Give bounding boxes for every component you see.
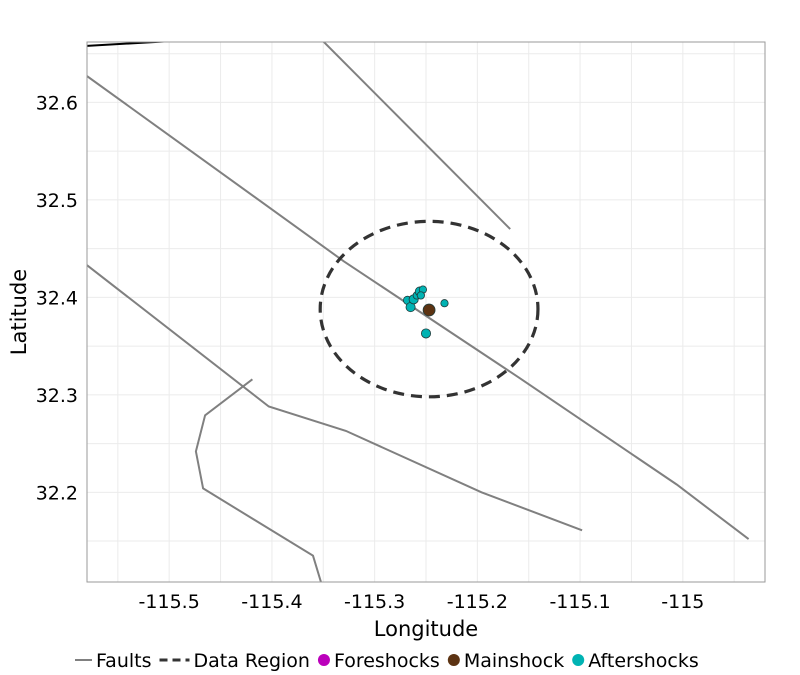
mainshock-point xyxy=(422,303,436,317)
fault-line xyxy=(87,42,173,47)
aftershock-point xyxy=(416,291,425,300)
fault-line xyxy=(87,75,750,540)
x-tick-label: -115.5 xyxy=(139,591,200,613)
x-tick-label: -115.2 xyxy=(447,591,508,613)
x-axis-title: Longitude xyxy=(374,617,478,641)
x-tick-label: -115.4 xyxy=(241,591,302,613)
legend-item: Faults xyxy=(75,650,152,672)
faults-layer xyxy=(87,42,750,582)
y-axis-title: Latitude xyxy=(7,269,31,355)
legend-key-point xyxy=(572,654,585,666)
legend: Faults Data Region Foreshocks Mainshock Afte… xyxy=(75,650,699,672)
legend-item: Mainshock xyxy=(447,650,564,672)
aftershock-point xyxy=(420,328,431,339)
aftershock-point xyxy=(440,299,449,308)
y-tick-label: 32.3 xyxy=(36,385,78,407)
legend-item: Foreshocks xyxy=(317,650,440,672)
y-tick-label: 32.4 xyxy=(36,287,78,309)
x-tick-label: -115 xyxy=(661,591,704,613)
plot-border xyxy=(86,41,766,583)
legend-item: Aftershocks xyxy=(572,650,699,672)
fault-line xyxy=(87,264,583,532)
y-tick-label: 32.6 xyxy=(36,92,78,114)
legend-item: Data Region xyxy=(159,650,310,672)
y-tick-label: 32.2 xyxy=(36,482,78,504)
data-region-layer xyxy=(318,219,540,399)
points-layer xyxy=(402,285,449,339)
y-tick-label: 32.5 xyxy=(36,190,78,212)
legend-label: Faults xyxy=(96,650,152,672)
y-tick-labels: 32.2 32.3 32.4 32.5 32.6 xyxy=(36,92,78,504)
x-tick-label: -115.1 xyxy=(549,591,610,613)
fault-line xyxy=(322,42,511,230)
x-tick-labels: -115.5 -115.4 -115.3 -115.2 -115.1 -115 xyxy=(139,591,705,613)
legend-label: Aftershocks xyxy=(588,650,699,672)
legend-label: Foreshocks xyxy=(334,650,440,672)
data-region-circle xyxy=(318,219,540,399)
legend-key-point xyxy=(317,654,330,666)
legend-label: Data Region xyxy=(194,650,310,672)
fault-line xyxy=(194,378,322,582)
x-tick-label: -115.3 xyxy=(344,591,405,613)
gridlines xyxy=(87,42,765,582)
legend-label: Mainshock xyxy=(464,650,564,672)
legend-key-point xyxy=(447,654,460,666)
